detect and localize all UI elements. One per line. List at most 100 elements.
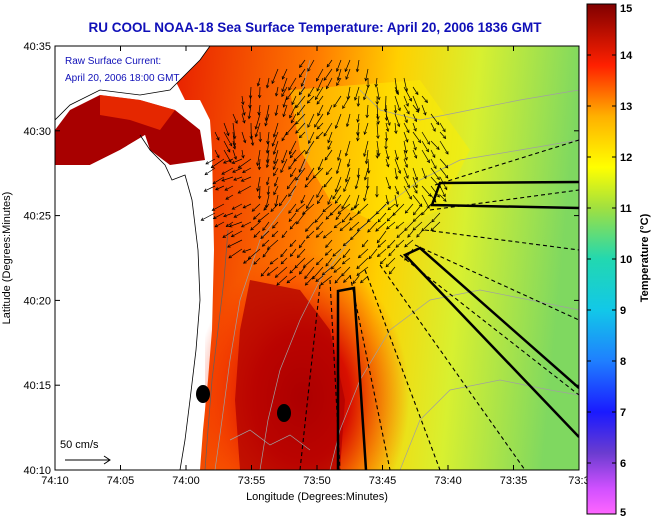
current-vector xyxy=(334,194,342,204)
current-vector xyxy=(280,248,288,258)
current-vector xyxy=(225,221,234,227)
current-vector xyxy=(221,167,234,175)
colorbar-tick-label: 6 xyxy=(620,458,626,470)
current-vector xyxy=(322,230,333,239)
current-vector xyxy=(315,230,324,238)
current-vector xyxy=(379,257,387,265)
current-vector xyxy=(257,86,262,99)
current-vector xyxy=(343,275,351,283)
current-vector xyxy=(385,113,391,126)
current-vector xyxy=(403,176,410,189)
current-vector xyxy=(280,257,288,265)
current-vector xyxy=(385,158,390,168)
current-vector xyxy=(271,131,279,147)
current-vector xyxy=(334,113,342,129)
current-vector xyxy=(403,95,409,107)
current-vector xyxy=(430,167,440,181)
x-tick-label: 74:10 xyxy=(41,475,69,487)
current-vector xyxy=(305,140,315,155)
current-vector xyxy=(439,131,447,140)
current-vector xyxy=(272,122,279,138)
current-vector xyxy=(223,122,230,137)
current-vector xyxy=(222,158,234,164)
current-vector xyxy=(354,176,360,190)
current-vector xyxy=(266,266,279,276)
current-vector xyxy=(439,167,449,179)
current-vector xyxy=(346,158,351,168)
figure-title: RU COOL NOAA-18 Sea Surface Temperature:… xyxy=(89,20,543,35)
current-vector xyxy=(395,239,405,248)
current-vector xyxy=(295,95,306,109)
current-vector xyxy=(376,122,380,140)
current-vector xyxy=(430,149,436,159)
current-vector xyxy=(396,230,405,239)
current-vector xyxy=(288,185,297,198)
current-vector xyxy=(242,248,252,253)
current-vector xyxy=(363,185,369,202)
current-vector xyxy=(439,194,447,202)
current-vector xyxy=(307,113,315,128)
current-vector xyxy=(257,185,262,200)
current-vector xyxy=(304,266,315,280)
current-vector xyxy=(242,167,252,173)
current-vector xyxy=(324,248,333,256)
current-vector xyxy=(281,230,288,239)
buoy-marker xyxy=(196,385,210,403)
current-vector xyxy=(332,248,342,257)
current-vector xyxy=(327,140,333,150)
current-vector xyxy=(335,59,342,72)
current-vector xyxy=(363,140,369,157)
colorbar-tick-label: 14 xyxy=(620,50,633,62)
current-vector xyxy=(302,257,315,268)
current-vector xyxy=(356,221,369,232)
current-vector xyxy=(321,266,333,276)
current-vector xyxy=(240,221,252,228)
current-vector xyxy=(407,230,414,238)
current-vector xyxy=(431,212,441,223)
current-vector xyxy=(257,104,261,116)
current-vector xyxy=(412,95,420,112)
current-vector xyxy=(345,113,351,128)
current-vector xyxy=(377,239,387,248)
current-vector xyxy=(237,158,252,169)
current-vector xyxy=(256,176,261,192)
current-vector xyxy=(394,95,401,112)
current-vector xyxy=(412,140,417,151)
current-vector xyxy=(295,122,306,134)
x-axis-label: Longitude (Degrees:Minutes) xyxy=(246,491,388,503)
current-vector xyxy=(331,257,342,270)
current-vector xyxy=(374,77,378,88)
current-vector xyxy=(344,59,351,73)
current-vector xyxy=(375,221,387,232)
current-vector xyxy=(421,149,430,164)
land-mass xyxy=(55,135,200,470)
current-vector xyxy=(289,248,297,257)
current-vector xyxy=(336,77,342,87)
current-vector xyxy=(332,185,342,200)
current-vector xyxy=(315,257,324,266)
current-vector xyxy=(290,113,297,124)
current-vector xyxy=(356,95,361,107)
current-vector xyxy=(272,221,279,229)
current-vector xyxy=(327,194,333,205)
current-vector xyxy=(203,185,216,192)
current-vector xyxy=(305,167,315,181)
current-vector xyxy=(271,68,279,85)
current-vector xyxy=(361,239,369,248)
scale-arrow xyxy=(65,455,111,465)
current-vector xyxy=(304,176,315,188)
current-vector xyxy=(341,194,351,210)
current-vector xyxy=(316,221,324,231)
x-tick-label: 73:50 xyxy=(303,475,331,487)
current-vector xyxy=(363,167,369,181)
current-vector xyxy=(388,248,396,257)
current-vector xyxy=(404,221,414,232)
colorbar-tick-label: 5 xyxy=(620,507,626,519)
current-vector xyxy=(344,167,351,183)
current-vector xyxy=(384,131,389,142)
x-tick-label: 74:05 xyxy=(107,475,135,487)
current-vector xyxy=(281,149,288,164)
current-vector xyxy=(272,158,279,171)
current-vector xyxy=(316,77,324,92)
current-vector xyxy=(430,221,441,232)
